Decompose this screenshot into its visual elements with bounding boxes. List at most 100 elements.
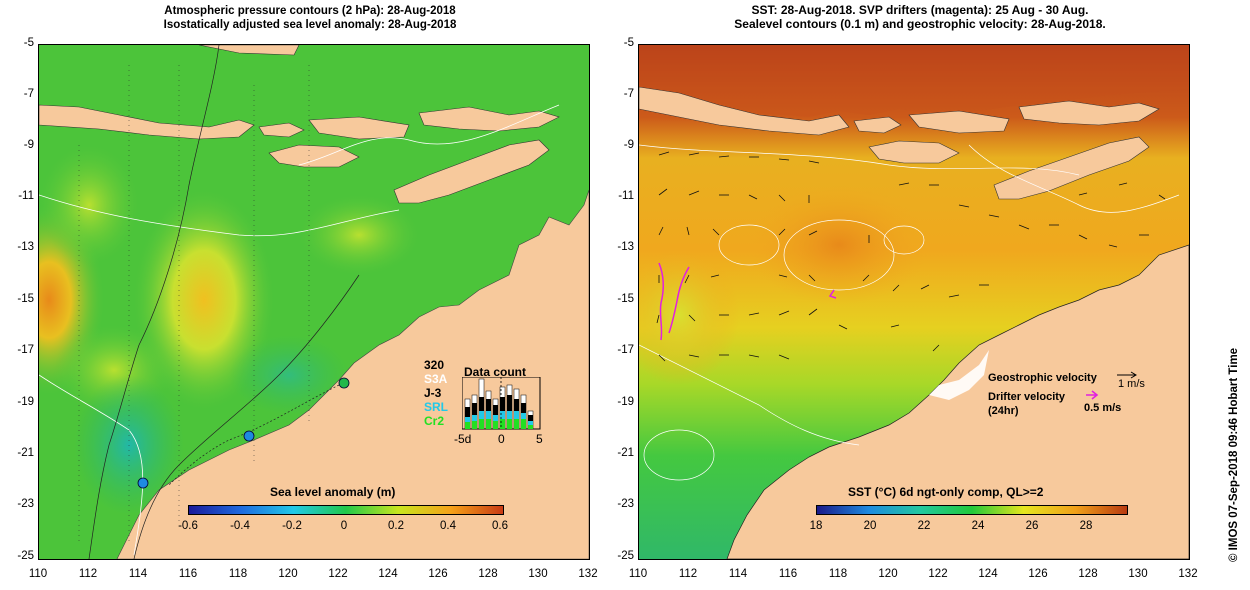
drifter-velocity-label: Drifter velocity (988, 391, 1066, 403)
data-count-max-label: 320 (424, 358, 445, 372)
sla-colorbar-tick-2: -0.4 (230, 520, 250, 532)
java-island-sst (639, 86, 850, 136)
right-lon-tick-3: 114 (728, 568, 748, 580)
sumbawa-flores-sst (908, 110, 1010, 134)
left-map-title: Atmospheric pressure contours (2 hPa): 2… (100, 4, 520, 32)
left-lat-tick-7: -17 (17, 344, 34, 356)
right-lon-tick-11: 130 (1128, 568, 1148, 580)
sla-colorbar-tick-7: 0.6 (492, 520, 508, 532)
sea-level-map-svg (39, 45, 589, 559)
right-title-line-2: Sealevel contours (0.1 m) and geostrophi… (734, 17, 1106, 31)
left-lat-tick-6: -15 (17, 293, 34, 305)
australia-coast (116, 189, 589, 559)
histogram-tick-minus5d: -5d (454, 432, 472, 446)
satellite-label-s3a: S3A (424, 372, 448, 386)
sumba-island-sst (868, 140, 960, 164)
left-title-line-2: Isostatically adjusted sea level anomaly… (163, 19, 457, 31)
tide-gauge-3[interactable] (137, 477, 149, 489)
left-lon-tick-7: 122 (328, 568, 348, 580)
right-lat-tick-9: -21 (617, 447, 634, 459)
sla-colorbar-title: Sea level anomaly (m) (270, 485, 396, 499)
left-lon-tick-2: 112 (78, 568, 98, 580)
imos-credit: © IMOS 07-Sep-2018 09:46 Hobart Time (1228, 347, 1240, 562)
sealevel-contours (639, 144, 1180, 481)
sumbawa-flores-islands (308, 116, 410, 140)
right-lat-tick-5: -13 (617, 241, 634, 253)
sea-level-anomaly-map (38, 44, 590, 560)
timor-island (393, 139, 550, 204)
sst-map-svg (639, 45, 1189, 559)
left-lat-tick-2: -7 (23, 88, 34, 100)
histogram-bars (464, 378, 534, 430)
depth-contour-1 (88, 45, 220, 559)
depth-contour-2 (133, 274, 360, 559)
svp-drifter-tracks (658, 262, 837, 341)
left-lon-tick-12: 132 (578, 568, 598, 580)
sst-colorbar-tick-6: 28 (1079, 520, 1093, 532)
right-lat-tick-4: -11 (618, 190, 634, 202)
sumba-island (268, 144, 360, 168)
right-lat-tick-8: -19 (617, 396, 634, 408)
sst-colorbar-tick-1: 18 (809, 520, 823, 532)
sst-map (638, 44, 1190, 560)
negative-anomaly-mid (229, 335, 349, 415)
right-lat-tick-7: -17 (617, 344, 634, 356)
right-lon-tick-8: 124 (978, 568, 998, 580)
geostrophic-velocity-label: Geostrophic velocity (988, 372, 1097, 384)
left-lat-tick-10: -23 (17, 498, 34, 510)
satellite-label-srl: SRL (424, 400, 448, 414)
left-lon-tick-8: 124 (378, 568, 398, 580)
cool-western-water (639, 245, 739, 385)
sst-colorbar-tick-3: 22 (917, 520, 931, 532)
histogram-tick-0: 0 (498, 432, 505, 446)
geostrophic-velocity-arrows (656, 151, 1166, 362)
left-lon-tick-6: 120 (278, 568, 298, 580)
northern-warm-band (639, 45, 1189, 117)
sla-colorbar-tick-5: 0.2 (388, 520, 404, 532)
sst-colorbar-tick-5: 26 (1025, 520, 1039, 532)
right-lat-tick-6: -15 (617, 293, 634, 305)
data-count-histogram (462, 377, 541, 430)
satellite-label-cr2: Cr2 (424, 414, 445, 428)
sla-colorbar-tick-4: 0 (340, 520, 348, 532)
right-lon-tick-6: 120 (878, 568, 898, 580)
geostrophic-scale-arrow (1117, 371, 1137, 379)
left-lat-tick-11: -25 (17, 550, 34, 562)
right-title-line-1: SST: 28-Aug-2018. SVP drifters (magenta)… (751, 3, 1089, 17)
right-lon-tick-5: 118 (828, 568, 848, 580)
right-lat-tick-3: -9 (623, 139, 634, 151)
right-lat-tick-11: -25 (617, 550, 634, 562)
left-lat-tick-9: -21 (17, 447, 34, 459)
left-lon-tick-5: 118 (228, 568, 248, 580)
sst-colorbar-tick-4: 24 (971, 520, 985, 532)
positive-anomaly-east (299, 195, 419, 275)
sla-colorbar-tick-1: -0.6 (178, 520, 198, 532)
sst-colorbar-title: SST (°C) 6d ngt-only comp, QL>=2 (848, 485, 1044, 499)
left-lat-tick-5: -13 (17, 241, 34, 253)
sla-colorbar-tick-3: -0.2 (282, 520, 302, 532)
left-lat-tick-8: -19 (17, 396, 34, 408)
drifter-scale-label: 0.5 m/s (1084, 402, 1122, 414)
cloud-mask-coast (929, 350, 989, 400)
geostrophic-scale-label: 1 m/s (1118, 378, 1145, 390)
drifter-scale-arrow (1086, 390, 1099, 400)
sla-colorbar-tick-6: 0.4 (440, 520, 456, 532)
tide-gauge-2[interactable] (243, 430, 255, 442)
tide-gauge-1[interactable] (338, 377, 350, 389)
left-lon-tick-1: 110 (28, 568, 48, 580)
right-map-title: SST: 28-Aug-2018. SVP drifters (magenta)… (650, 3, 1190, 31)
left-lat-tick-1: -5 (23, 37, 34, 49)
left-lon-tick-4: 116 (178, 568, 198, 580)
left-lon-tick-3: 114 (128, 568, 148, 580)
satellite-label-j3: J-3 (424, 386, 442, 400)
data-count-title: Data count (464, 365, 527, 379)
left-lon-tick-10: 128 (478, 568, 498, 580)
right-lon-tick-10: 128 (1078, 568, 1098, 580)
kalimantan-south (198, 45, 300, 56)
right-lon-tick-1: 110 (628, 568, 648, 580)
right-lon-tick-7: 122 (928, 568, 948, 580)
right-lon-tick-4: 116 (778, 568, 798, 580)
right-lon-tick-9: 126 (1028, 568, 1048, 580)
right-lon-tick-12: 132 (1178, 568, 1198, 580)
flores-alor-islands (418, 106, 560, 132)
